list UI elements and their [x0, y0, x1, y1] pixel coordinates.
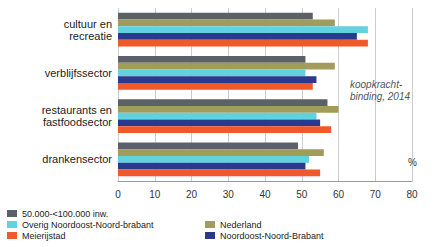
svg-text:binding, 2014: binding, 2014: [350, 91, 410, 102]
svg-text:60: 60: [333, 189, 345, 200]
svg-text:0: 0: [115, 189, 121, 200]
svg-text:Noordoost-Noord-Brabant: Noordoost-Noord-Brabant: [220, 231, 324, 241]
svg-text:%: %: [408, 157, 417, 168]
svg-text:50: 50: [296, 189, 308, 200]
svg-text:Meierijstad: Meierijstad: [22, 231, 66, 241]
svg-text:fastfoodsector: fastfoodsector: [43, 116, 112, 128]
svg-text:Nederland: Nederland: [220, 220, 262, 230]
svg-text:70: 70: [370, 189, 382, 200]
svg-text:30: 30: [223, 189, 235, 200]
svg-text:20: 20: [186, 189, 198, 200]
svg-text:80: 80: [406, 189, 418, 200]
svg-text:verblijfssector: verblijfssector: [45, 67, 113, 79]
svg-text:drankensector: drankensector: [42, 153, 112, 165]
svg-text:cultuur en: cultuur en: [64, 18, 112, 30]
svg-text:Overig Noordoost-Noord-brabant: Overig Noordoost-Noord-brabant: [22, 220, 154, 230]
svg-text:10: 10: [149, 189, 161, 200]
svg-text:40: 40: [259, 189, 271, 200]
svg-text:recreatie: recreatie: [69, 30, 112, 42]
svg-text:50.000-<100.000 inw.: 50.000-<100.000 inw.: [22, 209, 108, 219]
svg-text:koopkracht-: koopkracht-: [350, 79, 403, 90]
svg-text:restaurants en: restaurants en: [42, 104, 112, 116]
